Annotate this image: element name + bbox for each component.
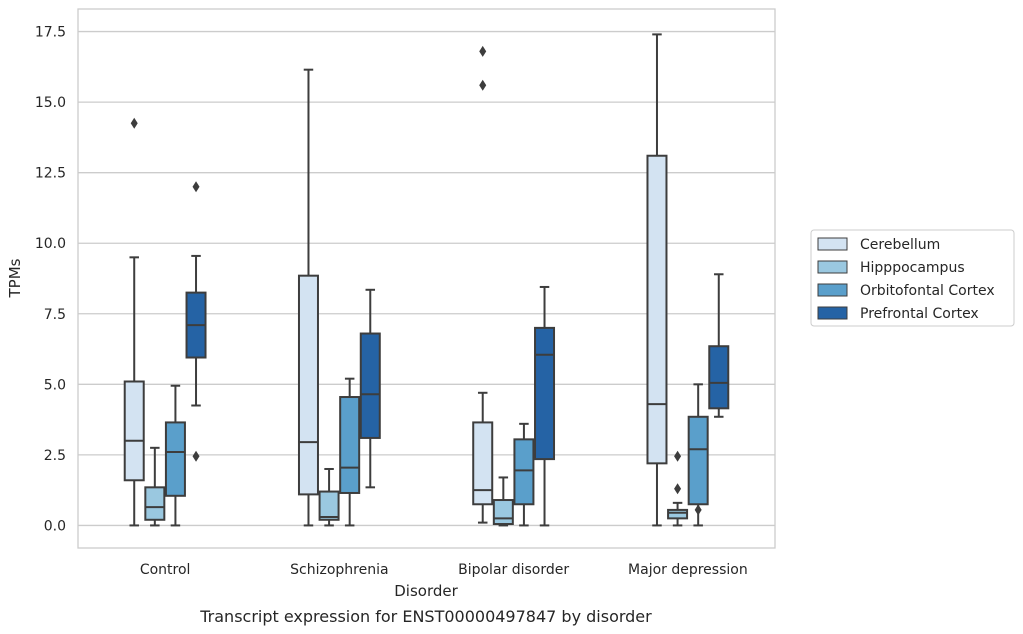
y-tick-label: 2.5 (44, 448, 66, 464)
iqr-box (472, 421, 494, 506)
outlier-point (130, 117, 138, 129)
outlier-point (479, 79, 487, 91)
y-tick-label: 15.0 (35, 95, 66, 111)
x-axis-ticks: Control Schizophrenia Bipolar disorder Majo… (140, 562, 748, 578)
plot-frame (77, 8, 776, 549)
iqr-box (164, 421, 186, 497)
box-prefrontal-cortex (708, 273, 730, 418)
box-orbitofontal-cortex (339, 377, 361, 527)
outlier-point (674, 450, 682, 462)
legend-swatch (817, 283, 848, 297)
outlier-point (674, 483, 682, 495)
box-prefrontal-cortex (534, 285, 556, 527)
iqr-box (646, 154, 668, 465)
legend-frame (810, 229, 1015, 327)
outlier-point (479, 45, 487, 57)
y-tick-label: 10.0 (35, 236, 66, 252)
x-tick-label: Control (140, 562, 191, 578)
box-cerebellum (646, 33, 668, 527)
box-prefrontal-cortex (185, 181, 207, 462)
box-cerebellum (297, 68, 319, 527)
y-axis-ticks: 0.0 2.5 5.0 7.5 10.0 12.5 15.0 17.5 (35, 25, 66, 535)
iqr-box (123, 380, 145, 482)
iqr-box (492, 499, 514, 526)
y-axis-label: TPMs (6, 258, 24, 298)
box-orbitofontal-cortex (513, 422, 535, 527)
x-tick-label: Major depression (628, 562, 748, 578)
legend-label: Prefrontal Cortex (860, 306, 979, 322)
x-tick-label: Bipolar disorder (458, 562, 569, 578)
box-series (123, 33, 730, 527)
iqr-box (513, 438, 535, 506)
legend-swatch (817, 237, 848, 251)
legend-label: Orbitofontal Cortex (860, 283, 995, 299)
y-tick-label: 12.5 (35, 166, 66, 182)
box-cerebellum (472, 45, 494, 524)
x-tick-label: Schizophrenia (290, 562, 388, 578)
iqr-box (667, 508, 689, 520)
legend-label: Cerebellum (860, 237, 940, 253)
box-hipppocampus (667, 450, 689, 527)
iqr-box (359, 332, 381, 439)
box-orbitofontal-cortex (687, 383, 709, 527)
chart-caption: Transcript expression for ENST0000049784… (199, 607, 652, 626)
legend-swatch (817, 306, 848, 320)
box-orbitofontal-cortex (164, 384, 186, 527)
iqr-box (708, 345, 730, 410)
iqr-box (339, 396, 361, 494)
box-prefrontal-cortex (359, 288, 381, 489)
outlier-point (192, 181, 200, 193)
legend-swatch (817, 260, 848, 274)
iqr-box (534, 326, 556, 461)
outlier-point (694, 504, 702, 516)
y-tick-label: 5.0 (44, 377, 66, 393)
iqr-box (144, 486, 166, 521)
legend: Cerebellum Hipppocampus Orbitofontal Corte… (810, 229, 1015, 327)
iqr-box (687, 415, 709, 506)
box-hipppocampus (492, 476, 514, 527)
box-cerebellum (123, 117, 145, 527)
legend-label: Hipppocampus (860, 260, 965, 276)
x-axis-label: Disorder (394, 582, 458, 600)
y-tick-label: 7.5 (44, 307, 66, 323)
y-tick-label: 17.5 (35, 25, 66, 41)
iqr-box (297, 274, 319, 496)
y-tick-label: 0.0 (44, 518, 66, 534)
box-hipppocampus (144, 446, 166, 527)
iqr-box (318, 490, 340, 521)
outlier-point (192, 450, 200, 462)
box-hipppocampus (318, 467, 340, 527)
